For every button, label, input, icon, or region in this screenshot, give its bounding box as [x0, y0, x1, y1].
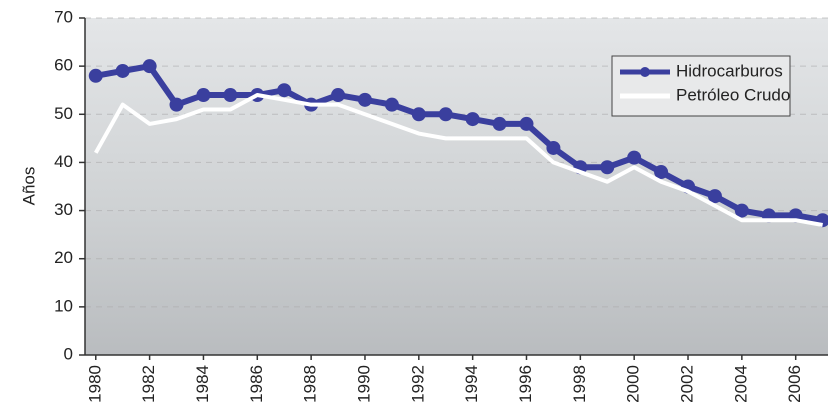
series-marker [169, 97, 184, 112]
series-marker [223, 88, 238, 103]
x-tick-label: 2006 [785, 365, 804, 403]
legend-label: Hidrocarburos [676, 61, 783, 80]
series-marker [600, 160, 615, 175]
x-tick-label: 1990 [354, 365, 373, 403]
series-marker [357, 92, 372, 107]
series-marker [654, 165, 669, 180]
series-marker [277, 83, 292, 98]
y-tick-label: 50 [54, 104, 73, 123]
x-tick-label: 1986 [247, 365, 266, 403]
x-tick-label: 2002 [677, 365, 696, 403]
x-tick-label: 1998 [570, 365, 589, 403]
y-tick-label: 70 [54, 7, 73, 26]
x-tick-label: 1988 [301, 365, 320, 403]
y-tick-label: 10 [54, 296, 73, 315]
x-tick-label: 1984 [193, 365, 212, 403]
series-marker [519, 116, 534, 131]
legend-marker [640, 67, 650, 77]
legend-box [611, 55, 791, 117]
series-marker [88, 68, 103, 83]
series-marker [707, 189, 722, 204]
x-tick-label: 2004 [731, 365, 750, 403]
y-axis-label: Años [19, 167, 38, 206]
series-marker [627, 150, 642, 165]
series-marker [492, 116, 507, 131]
series-marker [411, 107, 426, 122]
y-tick-label: 40 [54, 152, 73, 171]
x-tick-label: 1996 [516, 365, 535, 403]
x-tick-label: 1992 [408, 365, 427, 403]
series-marker [384, 97, 399, 112]
x-tick-label: 1982 [139, 365, 158, 403]
series-marker [438, 107, 453, 122]
series-marker [115, 63, 130, 78]
series-marker [196, 88, 211, 103]
y-tick-label: 0 [64, 344, 73, 363]
x-tick-label: 2000 [624, 365, 643, 403]
series-line [94, 93, 823, 227]
series-marker [734, 203, 749, 218]
x-tick-label: 1980 [85, 365, 104, 403]
y-tick-label: 20 [54, 248, 73, 267]
y-tick-label: 60 [54, 56, 73, 75]
series-marker [142, 59, 157, 74]
series-marker [546, 140, 561, 155]
y-tick-label: 30 [54, 200, 73, 219]
legend-label: Petróleo Crudo [676, 85, 790, 104]
series-line [95, 63, 824, 224]
x-tick-label: 1994 [462, 365, 481, 403]
series-marker [331, 88, 346, 103]
series-marker [465, 112, 480, 127]
